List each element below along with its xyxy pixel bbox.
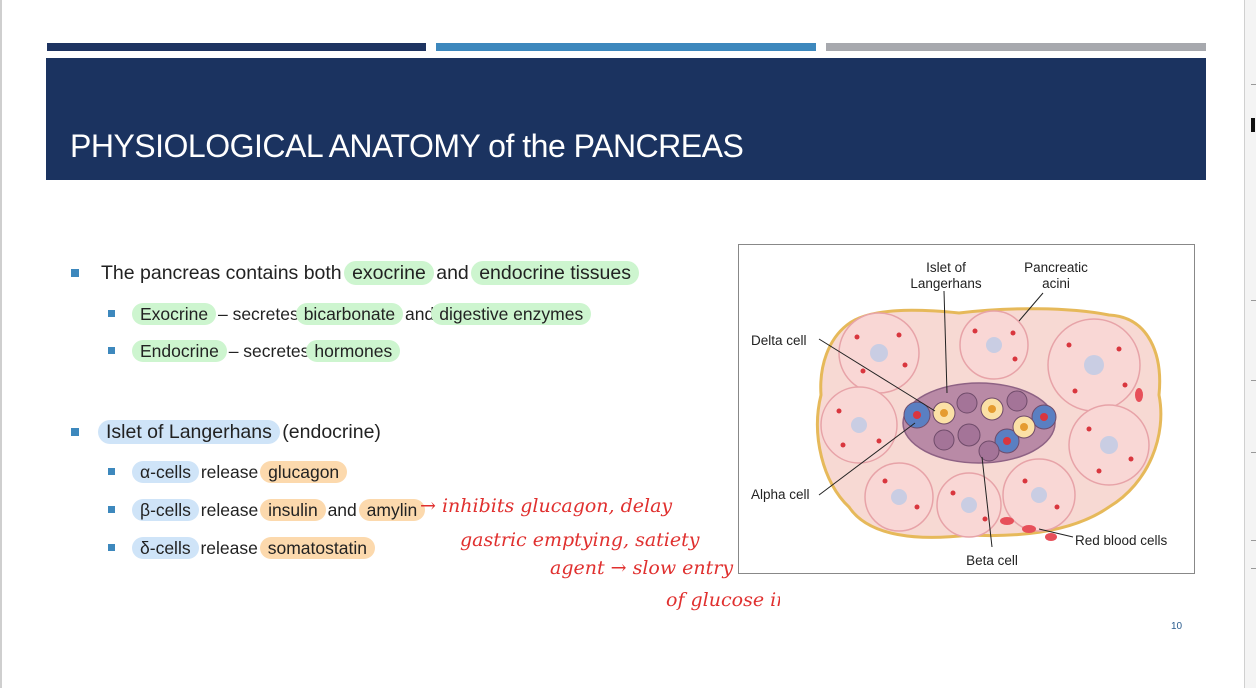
highlight-exocrine-term: Exocrine	[132, 303, 217, 325]
label-islet-line2: Langerhans	[910, 276, 982, 291]
highlight-endocrine-term: Endocrine	[132, 340, 227, 362]
window-left-edge	[0, 0, 2, 688]
label-beta-cell: Beta cell	[966, 553, 1018, 568]
red-blood-cells	[1000, 388, 1143, 541]
title-band: PHYSIOLOGICAL ANATOMY of the PANCREAS	[46, 58, 1206, 180]
highlight-alpha-cells: α-cells	[132, 461, 199, 483]
bullet-delta-cells: δ-cells release somatostatin	[108, 537, 375, 559]
side-panel-edge	[1244, 0, 1256, 688]
bullet-text: release	[200, 462, 259, 482]
bullet-marker	[71, 428, 79, 436]
highlight-beta-cells: β-cells	[132, 499, 199, 521]
pancreas-islet-figure: Islet of Langerhans Pancreatic acini Del…	[738, 244, 1195, 574]
bullet-marker	[108, 310, 115, 317]
islet-illustration: Islet of Langerhans Pancreatic acini Del…	[751, 260, 1168, 568]
bullet-islet: Islet of Langerhans (endocrine)	[71, 420, 381, 444]
bullet-marker	[108, 544, 115, 551]
bullet-marker	[108, 347, 115, 354]
label-delta-cell: Delta cell	[751, 333, 807, 348]
highlight-endocrine-tissues: endocrine tissues	[471, 261, 639, 285]
acini-lumens	[851, 337, 1118, 513]
handwritten-line-2: gastric emptying, satiety	[460, 529, 700, 551]
highlight-insulin: insulin	[260, 499, 326, 521]
slide-title: PHYSIOLOGICAL ANATOMY of the PANCREAS	[70, 128, 744, 164]
label-red-blood-cells: Red blood cells	[1075, 533, 1168, 548]
page-number: 10	[1171, 621, 1183, 632]
bullet-alpha-cells: α-cells release glucagon	[108, 461, 348, 483]
bullet-endocrine: Endocrine – secretes hormones	[108, 340, 401, 362]
bullet-text: release	[200, 500, 259, 520]
label-acini-line2: acini	[1042, 276, 1070, 291]
bullet-text: The pancreas contains both	[101, 262, 342, 284]
label-acini-line1: Pancreatic	[1024, 260, 1088, 275]
bullet-marker	[71, 269, 79, 277]
label-islet-line1: Islet of	[926, 260, 966, 275]
bullet-text: and	[405, 304, 435, 324]
bullet-text: – secretes	[228, 341, 310, 361]
highlight-somatostatin: somatostatin	[259, 537, 375, 559]
bullet-pancreas-tissues: The pancreas contains both exocrine and …	[71, 261, 639, 285]
handwritten-line-1: → inhibits glucagon, delay	[420, 495, 672, 517]
accent-bar-gray	[826, 43, 1206, 51]
islet-nuclei	[913, 405, 1048, 445]
acini-clusters	[820, 310, 1150, 538]
highlight-exocrine: exocrine	[344, 261, 434, 285]
highlight-glucagon: glucagon	[260, 461, 348, 483]
highlight-amylin: amylin	[358, 499, 426, 521]
bullet-text: and	[436, 262, 469, 284]
edge-tick	[1251, 300, 1256, 301]
edge-tick	[1251, 84, 1256, 85]
edge-tick	[1251, 452, 1256, 453]
highlight-digestive-enzymes: digestive enzymes	[431, 303, 592, 325]
accent-bar-navy	[47, 43, 426, 51]
acinar-nuclei	[836, 328, 1134, 522]
edge-tick	[1251, 568, 1256, 569]
bullet-text: – secretes	[217, 304, 299, 324]
label-alpha-cell: Alpha cell	[751, 487, 810, 502]
bullet-text: release	[200, 538, 258, 558]
figure-leader-lines	[818, 290, 1074, 548]
accent-bar-blue	[436, 43, 816, 51]
edge-tick	[1251, 380, 1256, 381]
edge-tick	[1251, 540, 1256, 541]
handwritten-annotation: → inhibits glucagon, delay gastric empty…	[420, 495, 780, 611]
bullet-text: (endocrine)	[282, 421, 381, 443]
handwritten-line-4: of glucose into body	[666, 589, 780, 611]
handwritten-line-3: agent → slow entry	[550, 557, 733, 579]
highlight-bicarbonate: bicarbonate	[295, 303, 404, 325]
highlight-islet-of-langerhans: Islet of Langerhans	[98, 420, 280, 444]
bullet-text: and	[327, 500, 357, 520]
bullet-marker	[108, 468, 115, 475]
bullet-beta-cells: β-cells release insulin and amylin	[108, 499, 426, 521]
highlight-delta-cells: δ-cells	[132, 537, 199, 559]
bullet-marker	[108, 506, 115, 513]
edge-cursor-mark	[1251, 118, 1255, 132]
highlight-hormones: hormones	[306, 340, 401, 362]
bullet-exocrine: Exocrine – secretes bicarbonate and digest…	[108, 303, 592, 325]
